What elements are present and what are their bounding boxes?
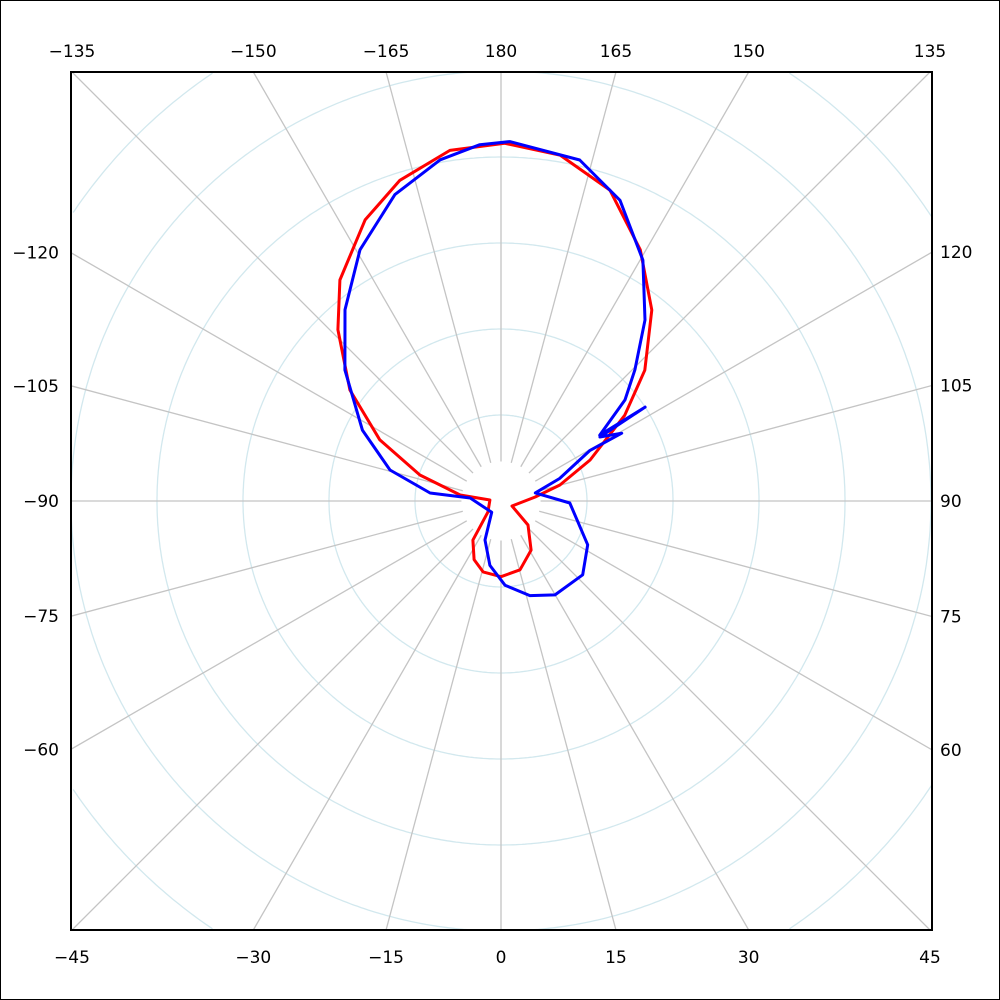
- angle-gridline: [71, 528, 474, 930]
- tick-label-left: −60: [23, 740, 59, 760]
- angle-gridline: [252, 72, 482, 468]
- tick-label-right: 75: [940, 607, 962, 627]
- tick-label-top: 135: [914, 42, 946, 62]
- angle-gridline: [520, 534, 750, 930]
- tick-label-bottom: −30: [235, 948, 271, 968]
- plot-frame: [70, 71, 933, 931]
- tick-label-bottom: −45: [54, 948, 90, 968]
- angle-gridline: [534, 520, 932, 751]
- tick-label-left: −90: [23, 492, 59, 512]
- angle-gridline: [71, 520, 468, 750]
- tick-label-top: −135: [49, 42, 96, 62]
- angle-gridline: [510, 72, 617, 463]
- tick-label-bottom: 0: [496, 948, 507, 968]
- tick-label-top: 165: [600, 42, 632, 62]
- tick-label-top: 150: [732, 42, 764, 62]
- series-layer: [336, 140, 654, 598]
- angle-gridline: [528, 72, 931, 474]
- tick-label-bottom: 30: [738, 948, 760, 968]
- tick-label-right: 90: [940, 492, 962, 512]
- angle-gridline: [385, 539, 492, 930]
- angle-tick-labels: −135 −150 −165 180 165 150 135−120−105−90−75−6…: [12, 42, 972, 968]
- tick-label-right: 105: [940, 377, 972, 397]
- angle-gridline: [510, 539, 617, 930]
- tick-label-bottom: 45: [919, 948, 941, 968]
- angle-gridline: [520, 72, 750, 468]
- tick-label-top: 180: [485, 42, 517, 62]
- angle-gridline: [528, 528, 931, 930]
- tick-label-left: −105: [12, 377, 59, 397]
- tick-label-left: −120: [12, 244, 59, 264]
- angle-gridline: [252, 534, 482, 930]
- tick-label-top: −150: [230, 42, 277, 62]
- tick-label-bottom: −15: [368, 948, 404, 968]
- angle-gridline: [71, 252, 468, 482]
- tick-label-bottom: 15: [605, 948, 627, 968]
- angle-gridline: [385, 72, 492, 463]
- angle-gridline: [539, 510, 932, 618]
- tick-label-right: 60: [940, 741, 962, 761]
- angle-grid: [71, 72, 932, 930]
- angle-gridline: [71, 510, 463, 617]
- series-line-2: [343, 140, 647, 598]
- ring-gridline: [72, 72, 932, 930]
- tick-label-right: 120: [940, 243, 972, 263]
- angle-gridline: [539, 384, 932, 492]
- tick-label-top: −165: [363, 42, 410, 62]
- angle-gridline: [71, 72, 474, 474]
- tick-label-left: −75: [23, 607, 59, 627]
